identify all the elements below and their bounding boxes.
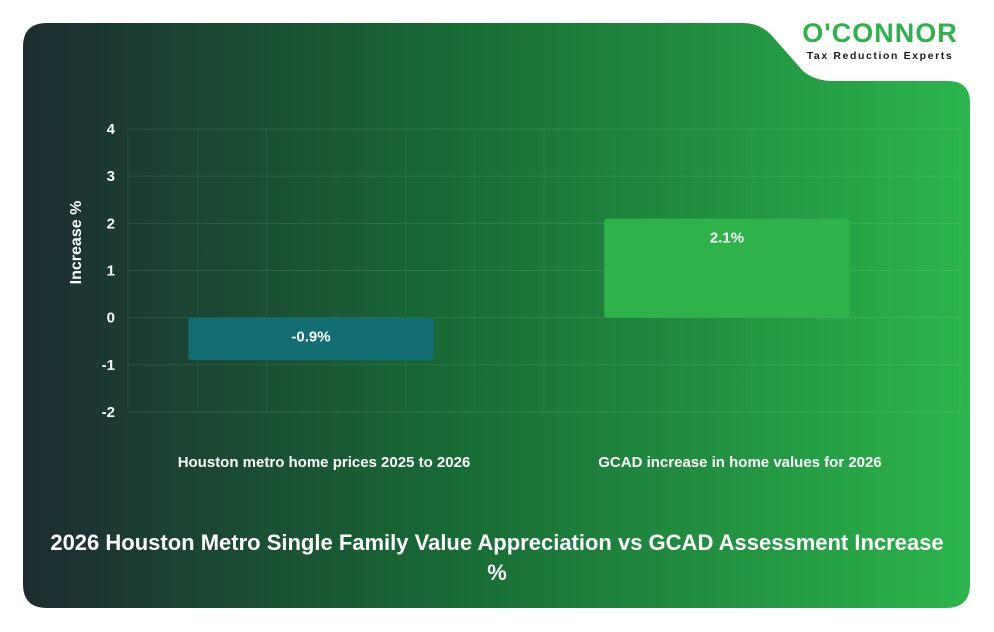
x-category-label: Houston metro home prices 2025 to 2026	[178, 454, 471, 471]
bar	[188, 317, 434, 361]
y-axis-label: Increase %	[68, 201, 85, 285]
card-background	[23, 23, 970, 608]
y-tick-label: 3	[107, 168, 115, 185]
brand-tagline: Tax Reduction Experts	[806, 50, 954, 62]
chart-title: 2026 Houston Metro Single Family Value A…	[50, 530, 944, 585]
y-tick-label: -1	[102, 357, 115, 374]
bar-data-label: -0.9%	[291, 329, 330, 346]
brand-logo: O'CONNOR Tax Reduction Experts	[780, 18, 980, 62]
y-tick-label: -2	[102, 404, 115, 421]
chart-bars	[188, 218, 850, 361]
bar	[604, 218, 850, 318]
chart-labels: 4 3 2 1 0 -1 -2 Increase % -0.9% Houston metro ho…	[68, 121, 882, 471]
y-tick-label: 0	[107, 310, 115, 327]
y-tick-label: 2	[107, 215, 115, 232]
x-category-label: GCAD increase in home values for 2026	[598, 454, 881, 471]
y-tick-label: 4	[107, 121, 116, 138]
y-tick-label: 1	[107, 263, 115, 280]
brand-name: O'CONNOR	[802, 18, 958, 48]
chart-card: 4 3 2 1 0 -1 -2 Increase % -0.9% Houston metro ho…	[23, 23, 970, 608]
bar-data-label: 2.1%	[710, 230, 744, 247]
